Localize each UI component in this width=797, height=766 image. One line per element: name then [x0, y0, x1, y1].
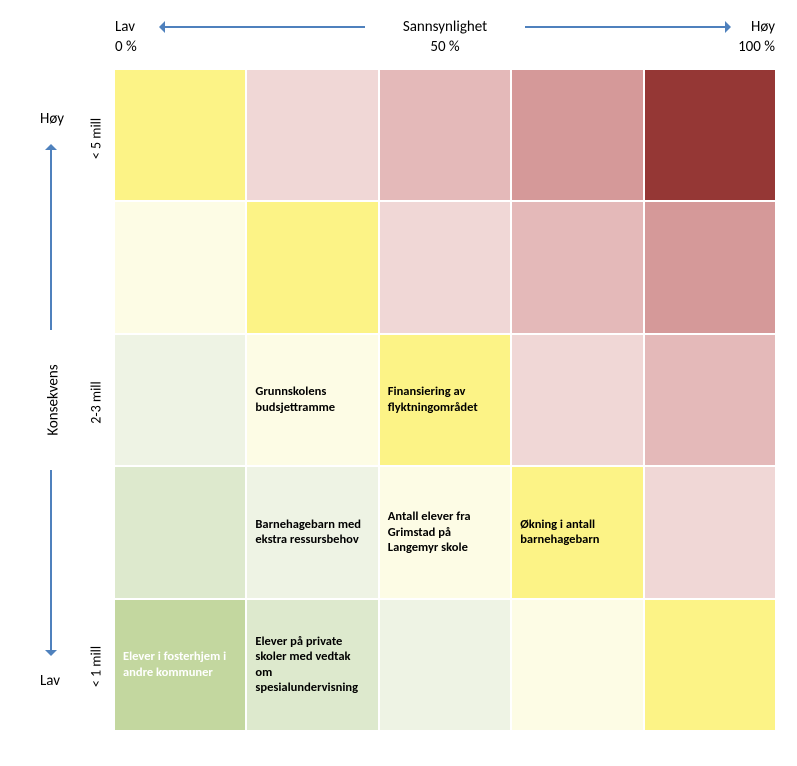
x-axis-title: Sannsynlighet [403, 18, 487, 36]
arrow-up-icon [50, 150, 52, 330]
y-high-label: Høy [40, 110, 64, 128]
risk-cell: Antall elever fra Grimstad på Langemyr s… [380, 467, 510, 597]
risk-cell [645, 70, 775, 200]
risk-cell [512, 70, 642, 200]
risk-cell [645, 335, 775, 465]
risk-cell [115, 70, 245, 200]
x-tick-1: 50 % [430, 38, 459, 56]
x-low-label: Lav [115, 18, 135, 36]
risk-cell: Grunnskolens budsjettramme [247, 335, 377, 465]
row-label-4: < 1 mill [88, 607, 105, 727]
row-label-0: < 5 mill [88, 79, 105, 199]
y-axis: Høy Konsekvens Lav [10, 70, 75, 730]
risk-cell [645, 202, 775, 332]
risk-cell [645, 600, 775, 730]
risk-matrix-chart: Lav 0 % Sannsynlighet 50 % Høy 100 % Høy… [10, 10, 797, 756]
risk-cell: Elever i fosterhjem i andre kommuner [115, 600, 245, 730]
risk-cell [115, 202, 245, 332]
risk-cell [645, 467, 775, 597]
y-row-labels: < 5 mill 2-3 mill < 1 mill [80, 70, 115, 730]
y-low-label: Lav [40, 672, 60, 690]
x-tick-0: 0 % [115, 38, 137, 56]
arrow-down-icon [50, 470, 52, 650]
risk-cell: Barnehagebarn med ekstra ressursbehov [247, 467, 377, 597]
risk-cell [115, 467, 245, 597]
row-label-2: 2-3 mill [88, 343, 105, 463]
risk-cell [115, 335, 245, 465]
risk-cell [512, 202, 642, 332]
x-axis-labels: Lav 0 % Sannsynlighet 50 % Høy 100 % [115, 18, 775, 58]
risk-cell: Elever på private skoler med vedtak om s… [247, 600, 377, 730]
y-axis-title: Konsekvens [45, 364, 63, 435]
risk-cell [512, 335, 642, 465]
risk-grid: Grunnskolens budsjettrammeFinansiering a… [115, 70, 775, 730]
x-high-label: Høy [751, 18, 775, 36]
risk-cell: Økning i antall barnehagebarn [512, 467, 642, 597]
risk-cell [380, 600, 510, 730]
x-tick-2: 100 % [738, 38, 775, 56]
risk-cell: Finansiering av flyktningområdet [380, 335, 510, 465]
risk-cell [380, 202, 510, 332]
risk-cell [247, 202, 377, 332]
risk-cell [247, 70, 377, 200]
risk-cell [380, 70, 510, 200]
risk-cell [512, 600, 642, 730]
